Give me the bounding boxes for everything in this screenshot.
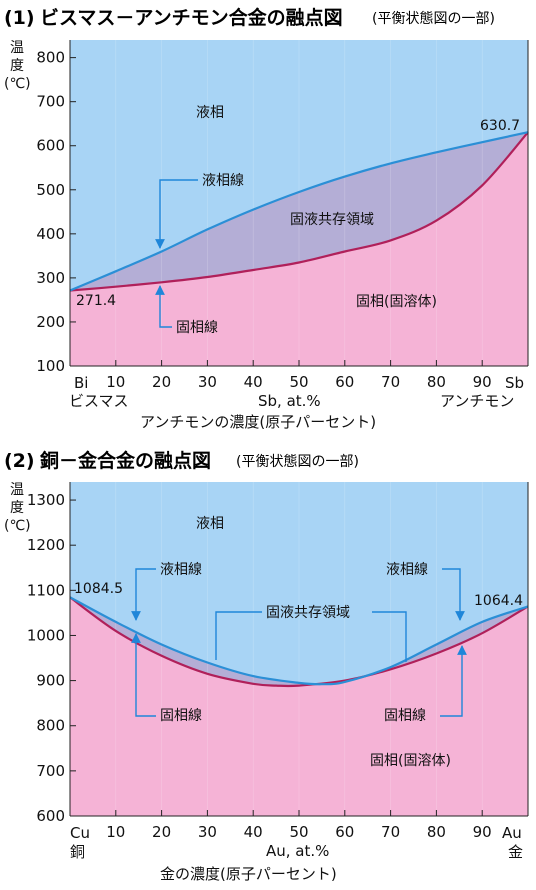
chart-1-title: ビスマス－アンチモン合金の融点図 xyxy=(40,6,343,29)
chart-1-solid-region xyxy=(70,132,528,366)
chart-1-xtick-label: 90 xyxy=(473,373,492,391)
chart-2-liquidus-line xyxy=(69,596,529,686)
chart-1-ytick-label: 800 xyxy=(36,49,65,67)
chart-2-title: 銅－金合金の融点図 xyxy=(40,449,211,472)
chart-1-ylabel-0: 温 xyxy=(10,40,24,56)
chart-2-subtitle: (平衡状態図の一部) xyxy=(236,454,359,470)
chart-2-two-phase-region xyxy=(70,597,528,687)
chart-2-right-melting-point: 1064.4 xyxy=(474,593,523,609)
chart-2-liquidus-label-left: 液相線 xyxy=(160,562,202,578)
chart-2-right-element: Au xyxy=(502,824,522,842)
chart-2-xtick-label: 90 xyxy=(473,823,492,841)
chart-2-ylabel-1: 度 xyxy=(10,500,24,516)
chart-1-ytick-label: 600 xyxy=(36,137,65,155)
chart-2-ytick-label: 1300 xyxy=(27,491,65,509)
chart-1-ylabel: 温 度 (℃) xyxy=(4,40,31,92)
chart-1-right-melting-point: 630.7 xyxy=(480,118,520,134)
chart-2-ytick-label: 1100 xyxy=(27,581,65,599)
chart-2-liquidus-label-right: 液相線 xyxy=(386,562,428,578)
chart-1-xtick-label: 50 xyxy=(289,373,308,391)
chart-2-number: (2) xyxy=(4,450,35,472)
chart-1-ytick-label: 100 xyxy=(36,357,65,375)
chart-1-xtick-label: 30 xyxy=(198,373,217,391)
chart-2-solidus-arrow-left xyxy=(131,633,156,717)
chart-2-solidus-label-right: 固相線 xyxy=(384,708,426,724)
chart-2-solid-label: 固相(固溶体) xyxy=(370,753,451,769)
chart-2-solidus-label-left: 固相線 xyxy=(160,708,202,724)
chart-2-ytick-label: 700 xyxy=(36,762,65,780)
chart-1-liquidus-arrow xyxy=(155,179,198,249)
chart-1-liquidus-label: 液相線 xyxy=(202,173,244,189)
chart-2-xlabel: 金の濃度(原子パーセント) xyxy=(160,865,337,883)
chart-1: (1) ビスマス－アンチモン合金の融点図 (平衡状態図の一部) 温 度 (℃) … xyxy=(4,6,529,431)
chart-1-right-element: Sb xyxy=(505,374,524,392)
chart-1-xtick-label: 40 xyxy=(244,373,263,391)
chart-1-plot: 100 200 300 400 500 600 700 800 10 20 30 40 50 60 70 80… xyxy=(36,40,529,391)
chart-2-xtick-label: 60 xyxy=(335,823,354,841)
chart-1-ytick-label: 500 xyxy=(36,181,65,199)
chart-2-ytick-label: 900 xyxy=(36,672,65,690)
chart-2-two-phase-label: 固液共存領域 xyxy=(266,604,350,621)
chart-2-left-element: Cu xyxy=(70,824,90,842)
chart-2-xtick-label: 80 xyxy=(427,823,446,841)
chart-2-solidus-line xyxy=(69,596,529,688)
chart-1-solidus-line xyxy=(69,131,529,292)
chart-1-xlabel: アンチモンの濃度(原子パーセント) xyxy=(140,413,376,431)
chart-1-two-phase-region xyxy=(70,132,528,291)
chart-2-left-name: 銅 xyxy=(70,843,85,861)
chart-1-left-element: Bi xyxy=(74,374,88,392)
chart-2-xtick-label: 20 xyxy=(152,823,171,841)
chart-1-ylabel-1: 度 xyxy=(10,58,24,74)
chart-2-ytick-label: 1000 xyxy=(27,626,65,644)
chart-2-ytick-label: 800 xyxy=(36,717,65,735)
chart-1-ytick-label: 200 xyxy=(36,313,65,331)
chart-1-xtick-label: 70 xyxy=(381,373,400,391)
chart-2-xtick-label: 70 xyxy=(381,823,400,841)
chart-1-xtick-label: 20 xyxy=(152,373,171,391)
chart-1-left-name: ビスマス xyxy=(69,392,129,410)
chart-1-left-melting-point: 271.4 xyxy=(76,293,116,309)
chart-1-solidus-label: 固相線 xyxy=(176,320,218,336)
chart-1-ytick-label: 400 xyxy=(36,225,65,243)
chart-2-ytick-label: 600 xyxy=(36,807,65,825)
chart-2-two-phase-leader-right xyxy=(372,611,407,662)
chart-1-solidus-arrow xyxy=(155,285,172,328)
chart-2-ylabel-2: (℃) xyxy=(4,518,31,534)
chart-2-two-phase-leader-left xyxy=(215,611,262,660)
chart-2-right-name: 金 xyxy=(508,843,523,861)
chart-1-solid-label: 固相(固溶体) xyxy=(356,294,437,310)
chart-2: (2) 銅－金合金の融点図 (平衡状態図の一部) 温 度 (℃) 600 700 8… xyxy=(4,449,529,883)
chart-2-xtick-label: 50 xyxy=(289,823,308,841)
chart-1-xtick-label: 60 xyxy=(335,373,354,391)
chart-1-two-phase-label: 固液共存領域 xyxy=(290,211,374,228)
chart-2-xtick-label: 40 xyxy=(244,823,263,841)
chart-1-liquid-label: 液相 xyxy=(196,105,224,121)
chart-1-xtick-label: 80 xyxy=(427,373,446,391)
chart-2-liquid-label: 液相 xyxy=(196,516,224,532)
chart-1-liquidus-line xyxy=(69,131,529,292)
chart-1-subtitle: (平衡状態図の一部) xyxy=(372,11,495,27)
chart-2-ylabel-0: 温 xyxy=(10,482,24,498)
chart-2-ylabel: 温 度 (℃) xyxy=(4,482,31,534)
chart-1-xtick-label: 10 xyxy=(106,373,125,391)
chart-2-liquidus-arrow-left xyxy=(131,568,156,621)
chart-2-xtick-label: 30 xyxy=(198,823,217,841)
chart-2-solidus-arrow-right xyxy=(440,645,467,717)
chart-1-x-unit: Sb, at.% xyxy=(258,392,321,410)
chart-1-right-name: アンチモン xyxy=(440,392,514,410)
chart-1-ylabel-2: (℃) xyxy=(4,76,31,92)
chart-2-xtick-label: 10 xyxy=(106,823,125,841)
chart-2-x-unit: Au, at.% xyxy=(266,842,329,860)
chart-2-plot: 600 700 800 900 1000 1100 1200 1300 10 20 30 40 50 60… xyxy=(27,482,529,841)
chart-2-left-melting-point: 1084.5 xyxy=(74,581,123,597)
chart-2-ytick-label: 1200 xyxy=(27,536,65,554)
chart-1-ytick-label: 300 xyxy=(36,269,65,287)
chart-1-number: (1) xyxy=(4,7,35,29)
chart-2-solid-region xyxy=(70,597,528,816)
chart-2-liquidus-arrow-right xyxy=(442,568,465,621)
chart-1-ytick-label: 700 xyxy=(36,93,65,111)
